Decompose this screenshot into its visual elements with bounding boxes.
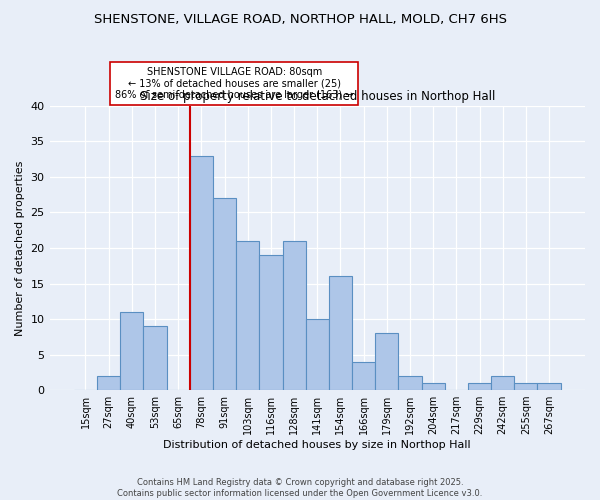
Bar — [213, 198, 236, 390]
X-axis label: Distribution of detached houses by size in Northop Hall: Distribution of detached houses by size … — [163, 440, 471, 450]
Bar — [143, 326, 167, 390]
Bar — [398, 376, 422, 390]
Bar — [422, 383, 445, 390]
Bar — [305, 319, 329, 390]
Bar — [283, 241, 305, 390]
Bar — [120, 312, 143, 390]
Bar — [259, 255, 283, 390]
Title: Size of property relative to detached houses in Northop Hall: Size of property relative to detached ho… — [140, 90, 495, 104]
Text: SHENSTONE VILLAGE ROAD: 80sqm
← 13% of detached houses are smaller (25)
86% of s: SHENSTONE VILLAGE ROAD: 80sqm ← 13% of d… — [115, 67, 353, 100]
Bar — [375, 333, 398, 390]
Bar — [514, 383, 538, 390]
Bar — [352, 362, 375, 390]
Bar — [491, 376, 514, 390]
Bar — [236, 241, 259, 390]
Bar — [329, 276, 352, 390]
Y-axis label: Number of detached properties: Number of detached properties — [15, 160, 25, 336]
Bar — [97, 376, 120, 390]
Bar — [468, 383, 491, 390]
Bar — [538, 383, 560, 390]
Text: SHENSTONE, VILLAGE ROAD, NORTHOP HALL, MOLD, CH7 6HS: SHENSTONE, VILLAGE ROAD, NORTHOP HALL, M… — [94, 12, 506, 26]
Text: Contains HM Land Registry data © Crown copyright and database right 2025.
Contai: Contains HM Land Registry data © Crown c… — [118, 478, 482, 498]
Bar — [190, 156, 213, 390]
